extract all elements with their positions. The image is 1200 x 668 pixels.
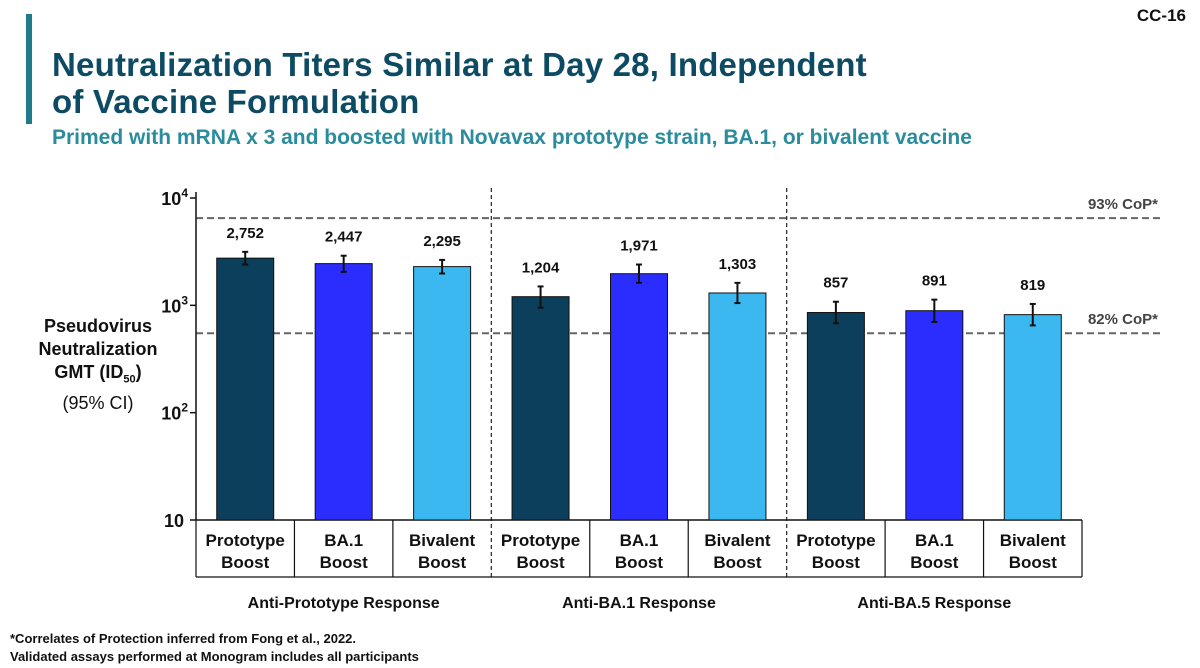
category-label-1-2-line2: Boost: [320, 553, 369, 572]
y-axis-label-line-3: GMT (ID50): [54, 362, 142, 386]
category-label-3-2-line2: Boost: [910, 553, 959, 572]
reference-line-label-2: 82% CoP*: [1088, 311, 1158, 328]
category-label-2-1-line1: Prototype: [501, 531, 580, 550]
category-label-3-1-line2: Boost: [812, 553, 861, 572]
group-label-2: Anti-BA.1 Response: [562, 595, 716, 612]
y-tick-label-4: 104: [161, 186, 188, 209]
group-label-1: Anti-Prototype Response: [248, 595, 440, 612]
category-label-2-3-line1: Bivalent: [704, 531, 770, 550]
category-label-3-2-line1: BA.1: [915, 531, 954, 550]
footnote-1: *Correlates of Protection inferred from …: [10, 631, 357, 646]
value-label-3-3: 819: [1020, 277, 1045, 294]
category-label-3-1-line1: Prototype: [796, 531, 875, 550]
footnotes: *Correlates of Protection inferred from …: [10, 630, 419, 666]
y-tick-label-3: 103: [161, 293, 188, 316]
title-accent-bar: [26, 14, 32, 124]
value-label-1-2: 2,447: [325, 229, 363, 246]
category-label-2-2-line1: BA.1: [620, 531, 659, 550]
bar-2-1: [511, 296, 570, 521]
bar-1-1: [216, 257, 275, 521]
value-label-1-3: 2,295: [423, 233, 461, 250]
slide-number: CC-16: [1136, 6, 1186, 25]
bar-3-1: [806, 312, 865, 521]
category-label-1-3-line1: Bivalent: [409, 531, 475, 550]
value-label-2-2: 1,971: [620, 238, 658, 255]
y-axis-label-line-1: Pseudovirus: [43, 316, 153, 336]
value-label-3-1: 857: [823, 275, 848, 292]
bar-3-2: [905, 310, 964, 521]
bar-3-3: [1003, 314, 1062, 521]
category-label-3-3-line1: Bivalent: [1000, 531, 1066, 550]
y-tick-label-1: 10: [164, 511, 184, 531]
footnote-2: Validated assays performed at Monogram i…: [10, 649, 419, 664]
value-label-2-1: 1,204: [522, 259, 560, 276]
slide-title: Neutralization Titers Similar at Day 28,…: [52, 46, 1152, 120]
y-axis-label-line-4: (95% CI): [62, 392, 134, 413]
bar-1-2: [314, 263, 373, 521]
category-label-2-2-line2: Boost: [615, 553, 664, 572]
y-tick-label-2: 102: [161, 401, 188, 424]
category-label-3-3-line2: Boost: [1009, 553, 1058, 572]
category-label-1-1-line1: Prototype: [206, 531, 285, 550]
slide-subtitle: Primed with mRNA x 3 and boosted with No…: [52, 126, 972, 149]
title-line-2: of Vaccine Formulation: [52, 83, 420, 120]
title-line-1: Neutralization Titers Similar at Day 28,…: [52, 46, 867, 83]
y-axis-label: Pseudovirus Neutralization GMT (ID50) (9…: [8, 315, 188, 415]
bar-1-3: [413, 266, 472, 521]
category-label-1-3-line2: Boost: [418, 553, 467, 572]
reference-line-label-1: 93% CoP*: [1088, 196, 1158, 213]
bar-2-2: [610, 273, 668, 521]
category-label-1-2-line1: BA.1: [324, 531, 363, 550]
value-label-1-1: 2,752: [226, 225, 264, 242]
category-label-1-1-line2: Boost: [221, 553, 270, 572]
category-label-2-3-line2: Boost: [713, 553, 762, 572]
value-label-3-2: 891: [922, 273, 947, 290]
group-label-3: Anti-BA.5 Response: [857, 595, 1011, 612]
y-axis-label-line-2: Neutralization: [38, 339, 158, 359]
category-label-2-1-line2: Boost: [516, 553, 565, 572]
bar-2-3: [708, 292, 767, 521]
value-label-2-3: 1,303: [719, 256, 757, 273]
